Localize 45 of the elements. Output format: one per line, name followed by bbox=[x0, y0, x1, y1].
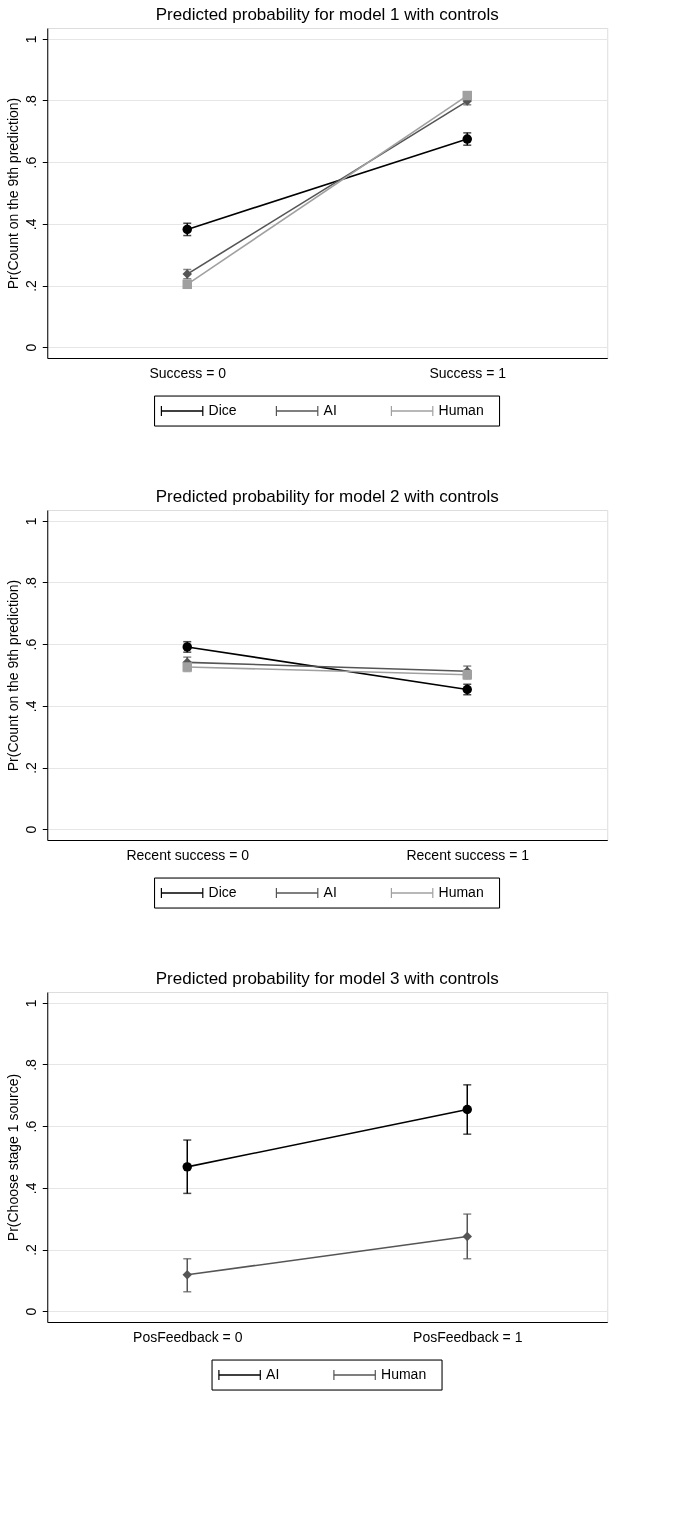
legend-label: AI bbox=[323, 402, 337, 418]
x-tick-label: Recent success = 0 bbox=[126, 846, 250, 863]
legend-label: Dice bbox=[208, 402, 237, 418]
y-axis-title: Pr(Choose stage 1 source) bbox=[4, 1073, 21, 1242]
x-tick-label: PosFeedback = 0 bbox=[133, 1328, 243, 1345]
y-tick-label: 1 bbox=[22, 999, 39, 1008]
y-tick-label: 1 bbox=[22, 517, 39, 526]
legend-label: Human bbox=[381, 1366, 427, 1382]
y-tick-label: .4 bbox=[22, 700, 39, 713]
y-axis-title: Pr(Count on the 9th prediction) bbox=[4, 97, 21, 290]
x-tick-label: PosFeedback = 1 bbox=[413, 1328, 523, 1345]
y-tick-label: .6 bbox=[22, 156, 39, 169]
y-tick-label: .8 bbox=[22, 1058, 39, 1071]
legend-label: AI bbox=[323, 884, 337, 900]
y-tick-label: .6 bbox=[22, 1120, 39, 1133]
x-tick-label: Success = 0 bbox=[149, 364, 227, 381]
y-tick-label: .2 bbox=[22, 1243, 39, 1256]
point bbox=[182, 1270, 192, 1280]
x-tick-label: Recent success = 1 bbox=[406, 846, 530, 863]
y-tick-label: 0 bbox=[22, 1307, 39, 1316]
y-tick-label: 0 bbox=[22, 343, 39, 352]
y-tick-label: 0 bbox=[22, 825, 39, 834]
y-tick-label: 1 bbox=[22, 35, 39, 44]
chart-title: Predicted probability for model 2 with controls bbox=[155, 487, 499, 506]
y-tick-label: .4 bbox=[22, 1182, 39, 1195]
y-tick-label: .2 bbox=[22, 279, 39, 292]
point bbox=[182, 279, 192, 290]
y-tick-label: .4 bbox=[22, 218, 39, 231]
point bbox=[182, 662, 192, 672]
chart-title: Predicted probability for model 3 with controls bbox=[155, 969, 499, 988]
y-tick-label: .8 bbox=[22, 94, 39, 107]
point bbox=[462, 1104, 472, 1115]
y-tick-label: .2 bbox=[22, 761, 39, 774]
y-axis-title: Pr(Count on the 9th prediction) bbox=[4, 579, 21, 772]
legend-label: AI bbox=[266, 1366, 280, 1382]
y-tick-label: .6 bbox=[22, 638, 39, 651]
point bbox=[462, 90, 472, 101]
point bbox=[462, 1231, 472, 1242]
point bbox=[182, 1162, 192, 1172]
legend-label: Dice bbox=[208, 884, 237, 900]
legend-label: Human bbox=[438, 884, 484, 900]
chart-title: Predicted probability for model 1 with controls bbox=[155, 5, 499, 24]
y-tick-label: .8 bbox=[22, 576, 39, 589]
x-tick-label: Success = 1 bbox=[429, 364, 507, 381]
legend-label: Human bbox=[438, 402, 484, 418]
